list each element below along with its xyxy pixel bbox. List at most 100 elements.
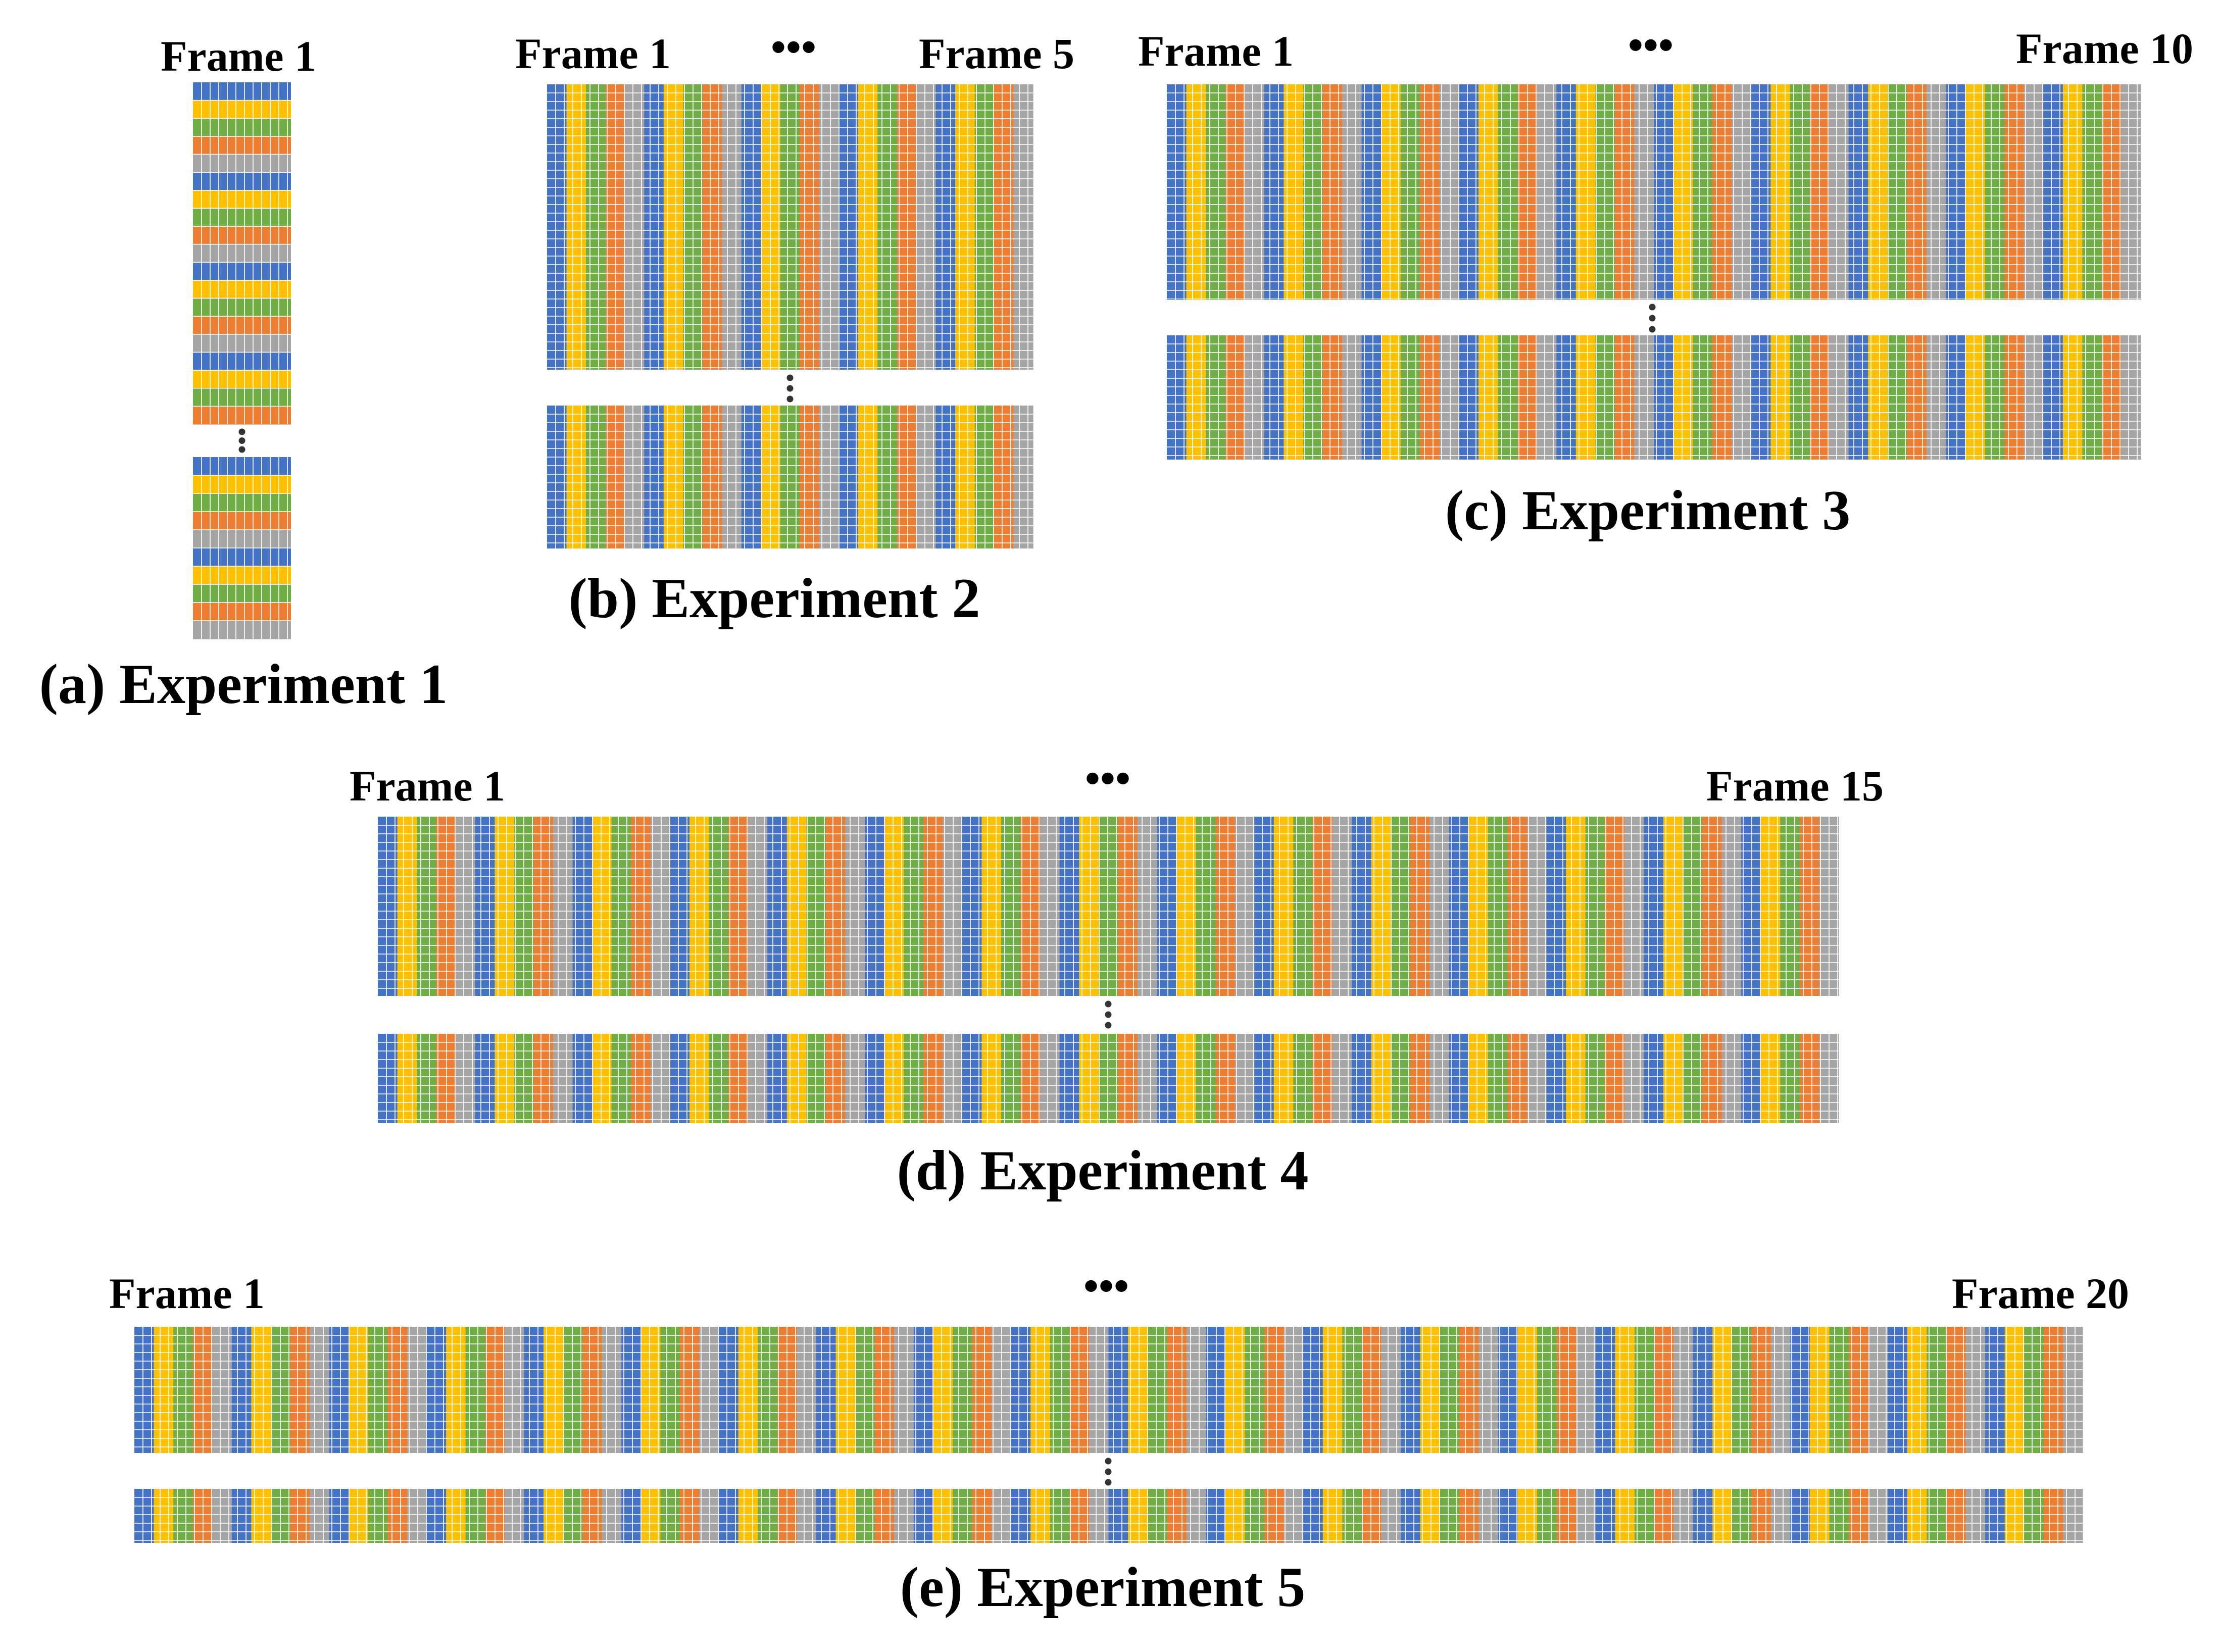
panel-d-row2-block-27 xyxy=(884,1034,904,1123)
panel-c: Frame 1 ••• Frame 10 (c) Experiment 3 xyxy=(1138,21,2193,542)
panel-c-vdot-1 xyxy=(1649,304,1656,311)
panel-c-row1-block-25 xyxy=(1634,84,1654,300)
panel-b-row2-gridlines xyxy=(547,406,1033,548)
panel-d-row1-block-39 xyxy=(1118,817,1138,996)
panel-e-row2-block-32 xyxy=(738,1489,758,1543)
panel-b-row1-block-15 xyxy=(819,84,839,370)
panel-e-row2-block-9 xyxy=(290,1489,310,1543)
panel-d-row1-block-52 xyxy=(1371,817,1391,996)
panel-d-row1-block-50 xyxy=(1332,817,1352,996)
panel-c-row2-block-21 xyxy=(1556,335,1576,460)
panel-c-row2-block-47 xyxy=(2062,335,2083,460)
panel-e-vdot-3 xyxy=(1105,1479,1112,1486)
panel-e-row1-block-13 xyxy=(368,1327,388,1453)
panel-d-row2-block-55 xyxy=(1430,1034,1450,1123)
panel-d-row1-block-36 xyxy=(1059,817,1079,996)
panel-d-row2-block-74 xyxy=(1799,1034,1820,1123)
panel-c-row1-block-11 xyxy=(1361,84,1382,300)
panel-e-row1-block-46 xyxy=(1011,1327,1031,1453)
panel-e-row1-block-41 xyxy=(913,1327,933,1453)
panel-d-row2-block-66 xyxy=(1644,1034,1664,1123)
panel-c-row1-block-47 xyxy=(2062,84,2083,300)
panel-a-seg1-band-10 xyxy=(193,244,291,263)
panel-c-row2-block-48 xyxy=(2082,335,2102,460)
panel-e-row1-block-38 xyxy=(855,1327,875,1453)
panel-c-row2-block-18 xyxy=(1498,335,1518,460)
panel-d-row2-block-10 xyxy=(553,1034,573,1123)
panel-c-row2-block-1 xyxy=(1167,335,1187,460)
panel-e-row1-block-1 xyxy=(134,1327,155,1453)
panel-e-row1-block-37 xyxy=(835,1327,856,1453)
panel-e-row1-block-79 xyxy=(1654,1327,1674,1453)
panel-d-row2-block-2 xyxy=(397,1034,417,1123)
panel-b-row2-block-23 xyxy=(974,406,995,548)
panel-e-row1-block-64 xyxy=(1361,1327,1382,1453)
panel-b-row2-block-17 xyxy=(858,406,878,548)
panel-d-row2-block-20 xyxy=(748,1034,768,1123)
panel-d-row2-block-38 xyxy=(1098,1034,1118,1123)
panel-c-row1-block-13 xyxy=(1400,84,1420,300)
panel-b-row1-block-19 xyxy=(897,84,917,370)
panel-d-vdot-2 xyxy=(1105,1011,1112,1018)
panel-c-row1-block-14 xyxy=(1420,84,1440,300)
panel-d-row1-block-11 xyxy=(572,817,593,996)
panel-d-horizontal-ellipsis: ••• xyxy=(1085,754,1130,803)
panel-e-row1-block-49 xyxy=(1069,1327,1090,1453)
panel-e-row2-block-20 xyxy=(504,1489,524,1543)
panel-d-row2-block-23 xyxy=(806,1034,826,1123)
panel-e-row1-block-47 xyxy=(1030,1327,1051,1453)
panel-e-start-label: Frame 1 xyxy=(109,1269,265,1318)
panel-e-row1-block-9 xyxy=(290,1327,310,1453)
panel-d-row2-block-30 xyxy=(943,1034,963,1123)
panel-c-row2-block-39 xyxy=(1907,335,1927,460)
panel-b-row2-block-3 xyxy=(585,406,606,548)
panel-d-row2-block-62 xyxy=(1566,1034,1586,1123)
panel-d-row1-block-6 xyxy=(475,817,495,996)
panel-e-row2-block-38 xyxy=(855,1489,875,1543)
panel-e-row2-block-87 xyxy=(1810,1489,1830,1543)
panel-d-row2-block-21 xyxy=(767,1034,787,1123)
panel-c-row2-block-13 xyxy=(1400,335,1420,460)
panel-e-row1-block-55 xyxy=(1186,1327,1206,1453)
panel-c-row2-block-50 xyxy=(2121,335,2141,460)
panel-e-grid xyxy=(134,1327,2083,1543)
panel-b-row2-block-16 xyxy=(839,406,859,548)
panel-e-row2-block-39 xyxy=(874,1489,895,1543)
panel-e-row2-block-24 xyxy=(582,1489,603,1543)
panel-e-row2-block-68 xyxy=(1440,1489,1460,1543)
panel-d-row2-block-12 xyxy=(592,1034,612,1123)
panel-e-row2-block-15 xyxy=(407,1489,427,1543)
panel-a-caption: (a) Experiment 1 xyxy=(39,653,448,716)
panel-e-row1-block-53 xyxy=(1147,1327,1167,1453)
panel-c-grid xyxy=(1167,84,2141,460)
panel-a-seg1-band-7 xyxy=(193,190,291,209)
panel-d-row1-block-30 xyxy=(943,817,963,996)
panel-e-row1-block-35 xyxy=(797,1327,817,1453)
panel-e-row2-block-92 xyxy=(1907,1489,1928,1543)
panel-a-seg2-band-10 xyxy=(193,621,291,639)
panel-e-row2-block-11 xyxy=(329,1489,349,1543)
panel-a-seg1-band-4 xyxy=(193,136,291,155)
panel-d-row1-block-68 xyxy=(1683,817,1703,996)
panel-d-row2-block-6 xyxy=(475,1034,495,1123)
panel-d-row1-block-65 xyxy=(1624,817,1644,996)
panel-e-row2-block-70 xyxy=(1478,1489,1499,1543)
panel-c-row1-block-16 xyxy=(1459,84,1479,300)
panel-c-row2-block-29 xyxy=(1712,335,1732,460)
panel-d-row2-block-11 xyxy=(572,1034,593,1123)
panel-d-row1-block-70 xyxy=(1721,817,1742,996)
panel-e-row2-block-85 xyxy=(1770,1489,1791,1543)
panel-a-seg2-gridlines xyxy=(193,457,291,639)
panel-a-seg1-band-8 xyxy=(193,208,291,227)
panel-c-row2-block-16 xyxy=(1459,335,1479,460)
panel-e-row1-block-66 xyxy=(1401,1327,1421,1453)
panel-e-row1-block-14 xyxy=(387,1327,408,1453)
panel-c-row2-block-23 xyxy=(1595,335,1615,460)
panel-d-row1-block-69 xyxy=(1702,817,1722,996)
panel-e-row1-block-26 xyxy=(621,1327,642,1453)
panel-b-vdot-2 xyxy=(786,385,794,392)
panel-d-row2-block-71 xyxy=(1741,1034,1761,1123)
panel-e-row1-block-44 xyxy=(972,1327,992,1453)
panel-d-row1-block-1 xyxy=(378,817,398,996)
panel-e-row1-block-87 xyxy=(1810,1327,1830,1453)
